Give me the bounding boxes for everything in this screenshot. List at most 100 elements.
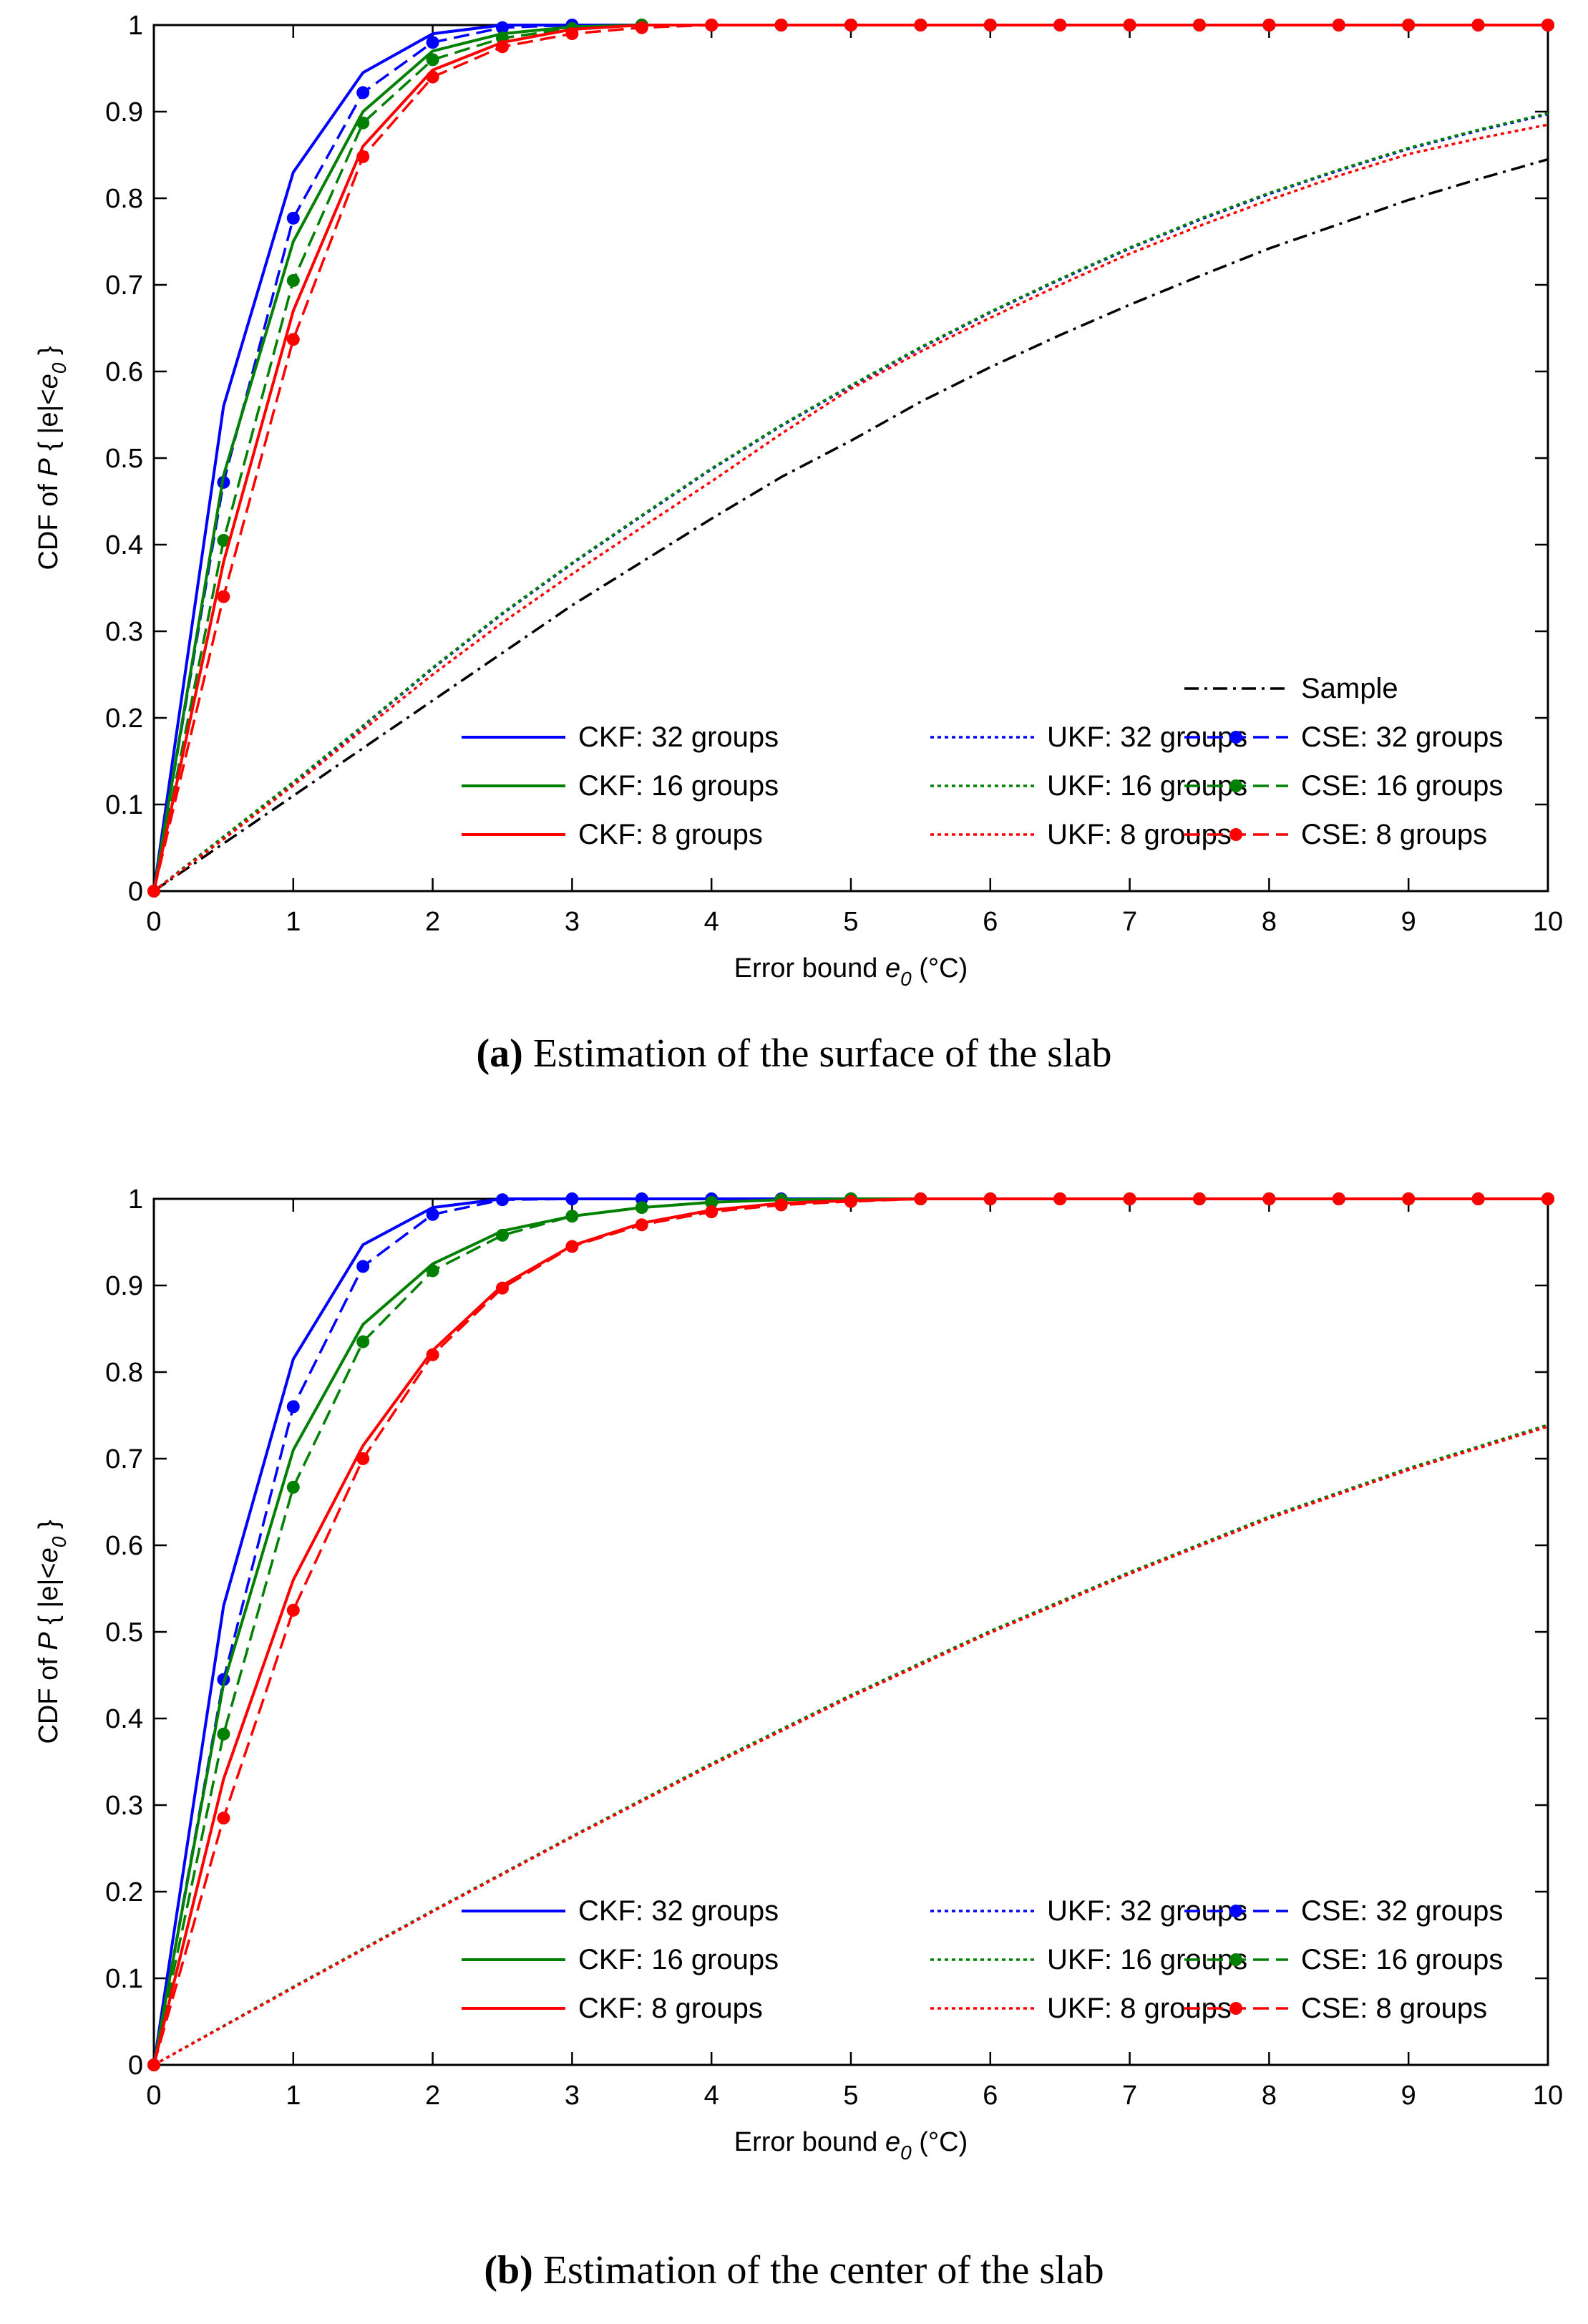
series-line-cse-16-groups (152, 1197, 1548, 2066)
x-tick-label: 4 (704, 907, 719, 937)
legend-label: CKF: 32 groups (578, 721, 779, 753)
y-tick-label: 1 (128, 1185, 143, 1215)
series-marker (1402, 19, 1416, 31)
x-tick-label: 1 (286, 907, 301, 937)
series-marker (286, 211, 300, 225)
chart-b-caption-text: Estimation of the center of the slab (542, 2248, 1104, 2293)
series-marker (426, 70, 439, 84)
x-tick-label: 0 (146, 2081, 161, 2111)
y-tick-label: 0.9 (105, 1271, 143, 1301)
x-tick-label: 0 (146, 907, 161, 937)
series-marker (1332, 19, 1345, 31)
series-marker (983, 19, 997, 31)
series-marker (844, 19, 857, 31)
plot-area-frame (152, 1197, 1549, 2066)
y-tick-label: 0.4 (105, 530, 143, 560)
legend-marker (1229, 1905, 1242, 1917)
x-tick-label: 3 (565, 2081, 580, 2111)
chart-a-caption-text: Estimation of the surface of the slab (532, 1031, 1112, 1076)
y-tick-label: 0.3 (105, 1791, 143, 1821)
y-axis-label-e: e (34, 1547, 64, 1562)
series-line-ckf-8-groups (152, 1197, 1548, 2066)
series-marker (496, 1228, 509, 1242)
legend-label: CSE: 16 groups (1301, 770, 1503, 802)
series-marker (844, 1195, 857, 1208)
series-marker (914, 1192, 927, 1205)
series-marker (774, 19, 788, 31)
series-marker (1193, 1192, 1206, 1205)
y-tick-label: 1 (128, 11, 143, 41)
series-marker (635, 21, 648, 34)
series-marker (1402, 1192, 1416, 1205)
y-tick-label: 0.7 (105, 271, 143, 301)
y-tick-label: 0.4 (105, 1704, 143, 1734)
series-marker (635, 1201, 648, 1215)
series-line-ckf-16-groups (152, 1197, 1548, 2066)
series-marker (426, 36, 439, 49)
legend-marker (1229, 828, 1242, 841)
series-marker (635, 1218, 648, 1232)
y-axis-label-end: } (34, 346, 64, 362)
x-axis-label: Error bound e0 (°C) (734, 2127, 968, 2164)
chart-a: 0 1 2 3 4 5 6 7 8 9 1000.10.20.30.40.50.60.70.80.9… (34, 11, 1563, 990)
series-marker (426, 1207, 439, 1221)
series-line-sample (153, 157, 1549, 893)
y-tick-label: 0.7 (105, 1444, 143, 1474)
x-axis-label-sub: 0 (900, 968, 912, 990)
y-tick-label: 0.3 (105, 617, 143, 647)
y-axis-label-mid: { |e|< (34, 389, 64, 458)
x-tick-label: 5 (843, 2081, 858, 2111)
legend-label: CKF: 32 groups (578, 1895, 779, 1927)
series-marker (356, 150, 370, 163)
series-marker (1053, 19, 1067, 31)
x-tick-label: 3 (565, 907, 580, 937)
y-tick-label: 0.1 (105, 790, 143, 820)
legend-label: UKF: 8 groups (1047, 819, 1232, 850)
x-tick-label: 8 (1262, 907, 1277, 937)
x-axis-label-sub: 0 (900, 2141, 912, 2164)
series-marker (1262, 19, 1276, 31)
chart-b: 0 1 2 3 4 5 6 7 8 9 1000.10.20.30.40.50.60.70.80.9… (34, 1185, 1563, 2164)
y-tick-label: 0.1 (105, 1964, 143, 1994)
legend-label: CSE: 32 groups (1301, 1895, 1503, 1927)
series-marker (565, 1210, 579, 1223)
series-marker (1262, 1192, 1276, 1205)
y-tick-label: 0.2 (105, 704, 143, 734)
series-marker (426, 1348, 439, 1361)
series-marker (286, 1400, 300, 1414)
y-axis-label-prefix: CDF of (34, 1650, 64, 1744)
legend-label: CSE: 8 groups (1301, 819, 1487, 850)
series-line-cse-32-groups (152, 1197, 1548, 2066)
series-marker (356, 86, 370, 99)
series-marker (496, 40, 509, 54)
y-tick-label: 0.8 (105, 1358, 143, 1388)
y-tick-label: 0.5 (105, 444, 143, 474)
series-marker (496, 1281, 509, 1295)
series-marker (286, 1603, 300, 1617)
y-tick-label: 0 (128, 877, 143, 907)
series-marker (1053, 1192, 1067, 1205)
series-marker (774, 1198, 788, 1212)
series-marker (356, 116, 370, 130)
series-marker (1332, 1192, 1345, 1205)
legend-label: CKF: 8 groups (578, 819, 763, 850)
y-tick-label: 0.6 (105, 357, 143, 387)
y-axis-label-sub: 0 (48, 362, 70, 374)
series-marker (1471, 19, 1485, 31)
series-line-ckf-32-groups (152, 1197, 1548, 2066)
chart-b-caption: (b) Estimation of the center of the slab (0, 2247, 1588, 2293)
x-tick-label: 6 (983, 2081, 998, 2111)
legend-marker (1229, 1953, 1242, 1966)
series-marker (1123, 19, 1136, 31)
x-tick-label: 5 (843, 907, 858, 937)
y-tick-label: 0.9 (105, 97, 143, 127)
series-marker (914, 19, 927, 31)
x-tick-label: 9 (1401, 907, 1416, 937)
x-axis-label-unit: (°C) (912, 2127, 968, 2157)
y-axis-label: CDF of P { |e|<e0 } (34, 346, 70, 570)
series-marker (217, 1727, 230, 1741)
x-tick-label: 7 (1122, 907, 1137, 937)
y-axis-label: CDF of P { |e|<e0 } (34, 1520, 70, 1744)
series-marker (356, 1452, 370, 1465)
legend-marker (1229, 2002, 1242, 2015)
